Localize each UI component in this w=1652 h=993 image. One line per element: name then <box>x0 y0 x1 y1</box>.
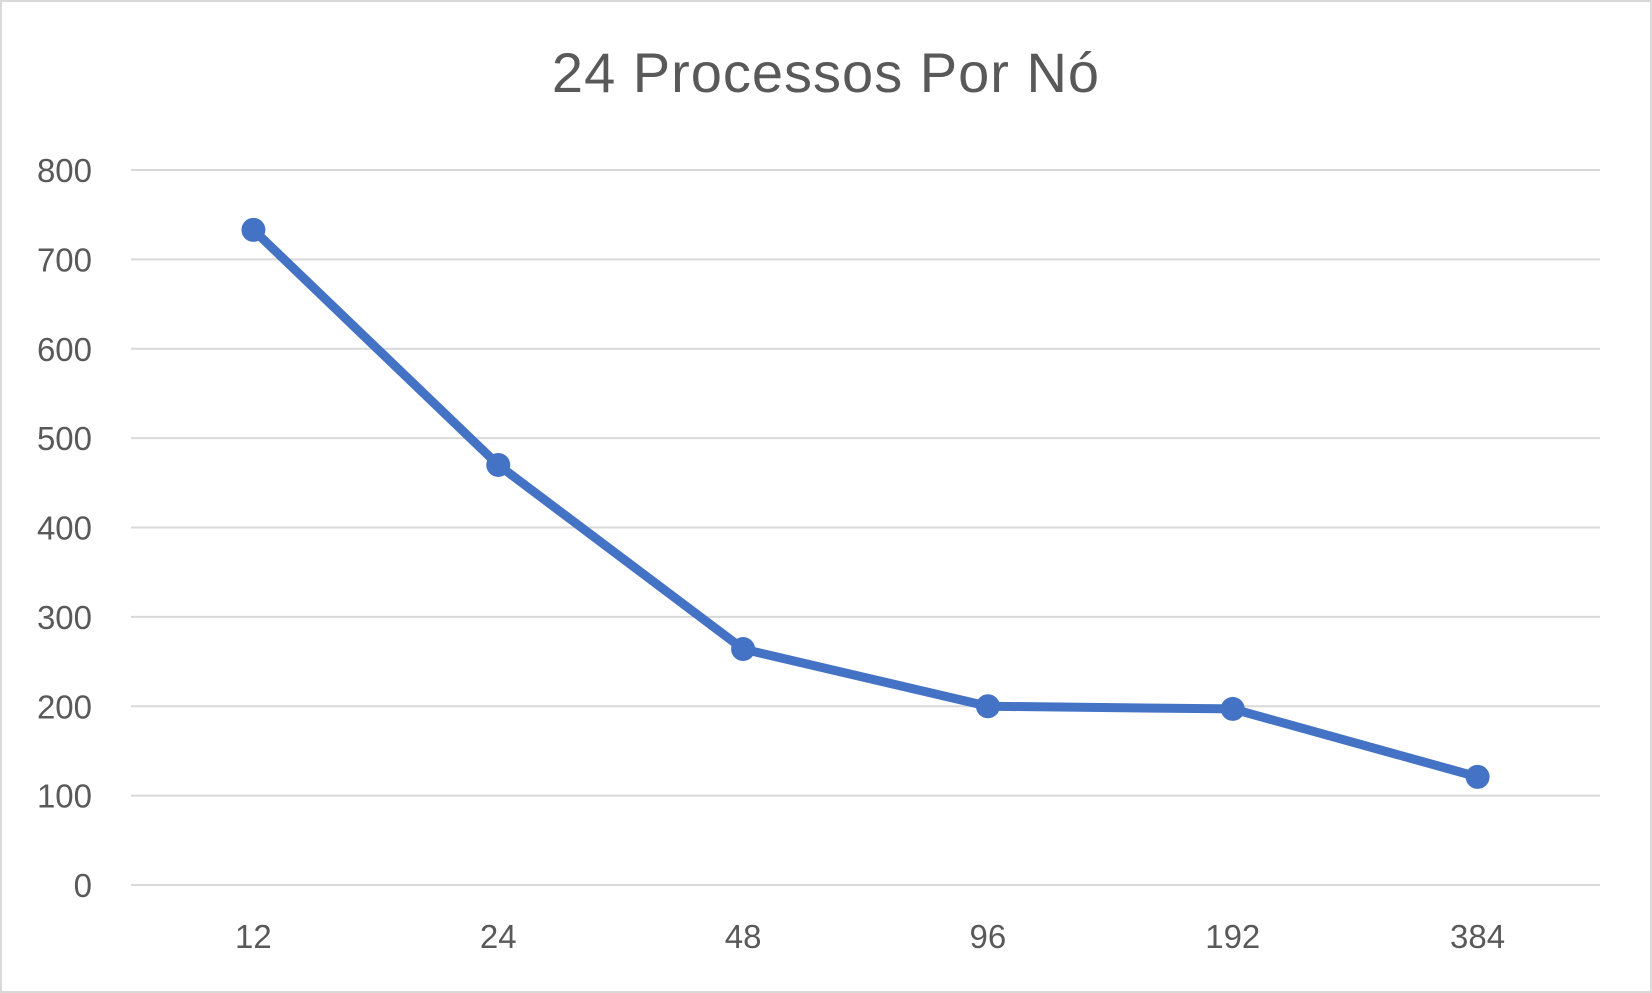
x-axis-tick-labels: 12 24 48 96 192 384 <box>235 918 1505 955</box>
grid-lines <box>131 169 1600 886</box>
y-tick-label: 700 <box>37 241 92 278</box>
chart-title: 24 Processos Por Nó <box>551 41 1101 104</box>
y-tick-label: 600 <box>37 331 92 368</box>
x-tick-label: 24 <box>480 918 517 955</box>
y-tick-label: 0 <box>74 867 92 904</box>
x-tick-label: 96 <box>970 918 1007 955</box>
x-tick-label: 48 <box>725 918 762 955</box>
data-point-192 <box>1220 696 1245 721</box>
data-point-48 <box>731 637 756 662</box>
y-tick-label: 200 <box>37 688 92 725</box>
series-line <box>248 225 1483 782</box>
data-point-24 <box>486 452 511 477</box>
y-tick-label: 800 <box>37 152 92 189</box>
x-tick-label: 12 <box>235 918 272 955</box>
y-tick-label: 300 <box>37 599 92 636</box>
data-point-12 <box>241 217 266 242</box>
y-tick-label: 400 <box>37 510 92 547</box>
data-point-384 <box>1465 764 1490 789</box>
x-tick-label: 384 <box>1450 918 1505 955</box>
y-axis-tick-labels: 0 100 200 300 400 500 600 700 800 <box>37 152 92 904</box>
data-series <box>241 217 1490 789</box>
x-tick-label: 192 <box>1205 918 1260 955</box>
y-tick-label: 500 <box>37 420 92 457</box>
y-tick-label: 100 <box>37 778 92 815</box>
data-point-96 <box>975 694 1000 719</box>
